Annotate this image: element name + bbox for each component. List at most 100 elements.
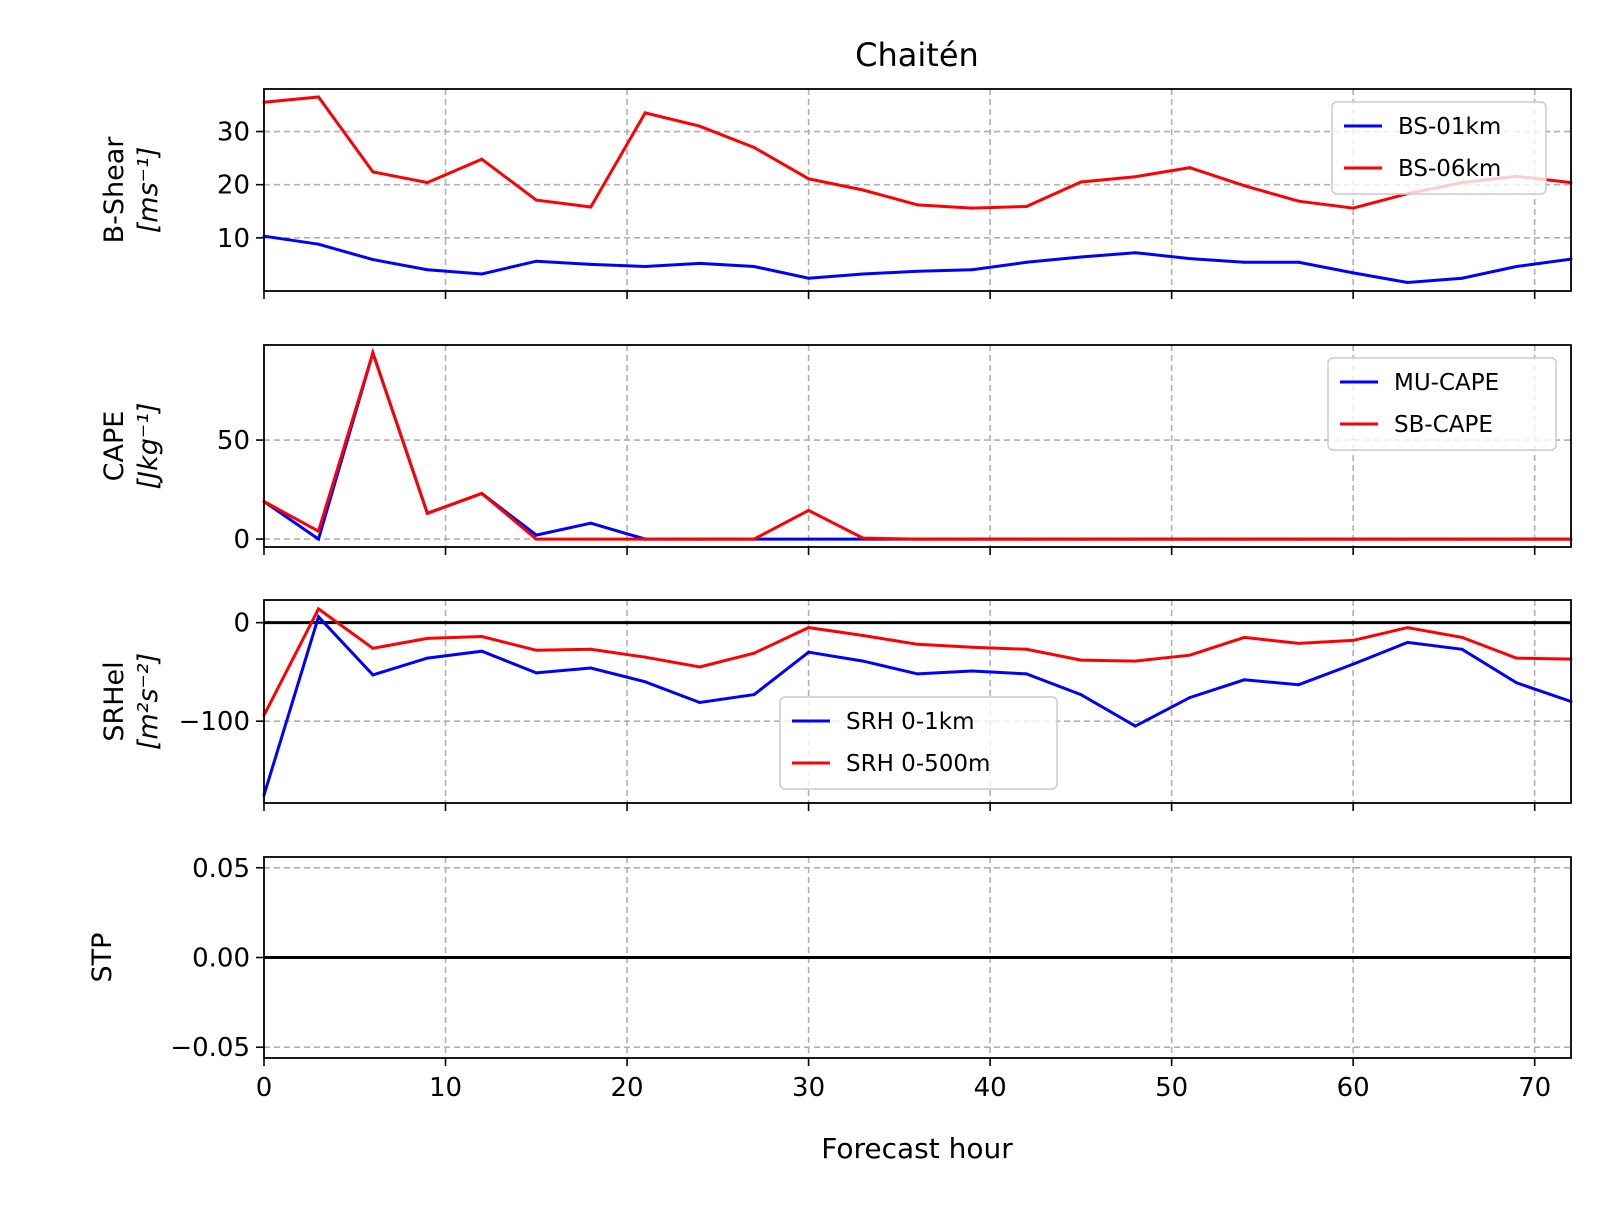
data-point — [371, 646, 375, 650]
x-tick-label: 50 — [1155, 1073, 1188, 1103]
data-point — [861, 633, 865, 637]
legend-label: MU-CAPE — [1394, 370, 1499, 396]
y-axis-label: SRHel — [99, 661, 130, 741]
data-point — [916, 672, 919, 676]
data-point — [698, 700, 702, 704]
data-point — [1133, 175, 1137, 179]
data-point — [970, 645, 974, 649]
data-point — [1460, 647, 1464, 651]
data-point — [1242, 537, 1246, 541]
data-point — [1133, 251, 1137, 255]
data-point — [861, 536, 865, 540]
data-point — [1079, 537, 1083, 541]
data-point — [643, 265, 647, 269]
data-point — [480, 649, 484, 653]
x-tick-label: 60 — [1337, 1073, 1370, 1103]
y-tick-label: −100 — [179, 707, 250, 737]
data-point — [1242, 678, 1246, 682]
data-point — [1460, 537, 1464, 541]
y-tick-label: 0.05 — [192, 854, 250, 884]
data-point — [970, 206, 974, 210]
data-point — [589, 537, 593, 541]
data-point — [1188, 696, 1192, 700]
data-point — [1242, 635, 1246, 639]
data-point — [1351, 638, 1355, 642]
data-point — [425, 656, 429, 660]
data-point — [861, 659, 865, 663]
data-point — [1024, 537, 1028, 541]
panel-cape: 0 50 CAPE [Jkg⁻¹] MU-CAPE SB-CAPE — [99, 344, 1573, 555]
data-point — [1079, 658, 1083, 662]
data-point — [534, 671, 538, 675]
data-point — [1024, 204, 1028, 208]
axes-frame — [263, 88, 1572, 292]
data-point — [1351, 206, 1355, 210]
data-point — [1079, 693, 1083, 697]
data-point — [752, 145, 756, 149]
legend-label: SB-CAPE — [1394, 412, 1493, 438]
chart-title: Chaitén — [855, 36, 979, 74]
data-point — [1406, 626, 1410, 630]
data-point — [1351, 271, 1355, 275]
y-tick-label: 0 — [233, 609, 250, 639]
y-axis-unit: [Jkg⁻¹] — [133, 403, 164, 490]
y-tick-label: 0 — [233, 525, 250, 555]
data-point — [1460, 276, 1464, 280]
data-point — [316, 615, 320, 619]
legend-box — [779, 696, 1058, 790]
data-point — [480, 272, 484, 276]
panel-srhel: −100 0 SRHel [m²s⁻²] SRH 0-1km SRH 0-500m — [99, 599, 1573, 811]
data-point — [534, 198, 538, 202]
data-point — [1079, 255, 1083, 259]
data-point — [316, 529, 320, 533]
data-point — [534, 648, 538, 652]
data-point — [371, 258, 375, 262]
legend-label: SRH 0-1km — [846, 709, 974, 735]
data-point — [1188, 537, 1192, 541]
data-point — [589, 262, 593, 266]
data-point — [1188, 166, 1192, 170]
y-axis-unit: [ms⁻¹] — [133, 147, 164, 234]
y-tick-label: 30 — [217, 118, 250, 148]
legend: MU-CAPE SB-CAPE — [1327, 357, 1557, 451]
axes-frame — [263, 599, 1572, 804]
y-axis-unit: [m²s⁻²] — [133, 653, 164, 750]
axes-frame — [263, 856, 1572, 1059]
data-point — [1515, 537, 1519, 541]
data-point — [1297, 260, 1301, 264]
data-point — [807, 537, 811, 541]
data-point — [1024, 672, 1028, 676]
y-tick-label: 10 — [217, 224, 250, 254]
legend: BS-01km BS-06km — [1331, 101, 1547, 195]
data-point — [752, 537, 756, 541]
data-point — [371, 170, 375, 174]
data-point — [480, 492, 484, 496]
data-point — [589, 647, 593, 651]
legend: SRH 0-1km SRH 0-500m — [779, 696, 1058, 790]
y-tick-label: 20 — [217, 171, 250, 201]
x-tick-label: 70 — [1518, 1073, 1551, 1103]
x-tick-label: 40 — [974, 1073, 1007, 1103]
data-point — [1024, 260, 1028, 264]
data-point — [916, 269, 919, 273]
data-point — [589, 666, 593, 670]
data-point — [752, 265, 756, 269]
data-point — [1079, 180, 1083, 184]
y-tick-label: 50 — [217, 426, 250, 456]
x-tick-label: 0 — [256, 1073, 273, 1103]
data-point — [698, 124, 702, 128]
data-point — [1297, 641, 1301, 645]
y-axis-label: STP — [87, 933, 118, 983]
data-point — [861, 188, 865, 192]
axes-frame — [263, 344, 1572, 548]
x-tick-label: 10 — [429, 1073, 462, 1103]
data-point — [643, 111, 647, 115]
data-point — [1515, 656, 1519, 660]
data-point — [698, 665, 702, 669]
data-point — [1242, 260, 1246, 264]
data-point — [425, 181, 429, 185]
data-point — [425, 268, 429, 272]
data-point — [752, 651, 756, 655]
data-point — [970, 669, 974, 673]
